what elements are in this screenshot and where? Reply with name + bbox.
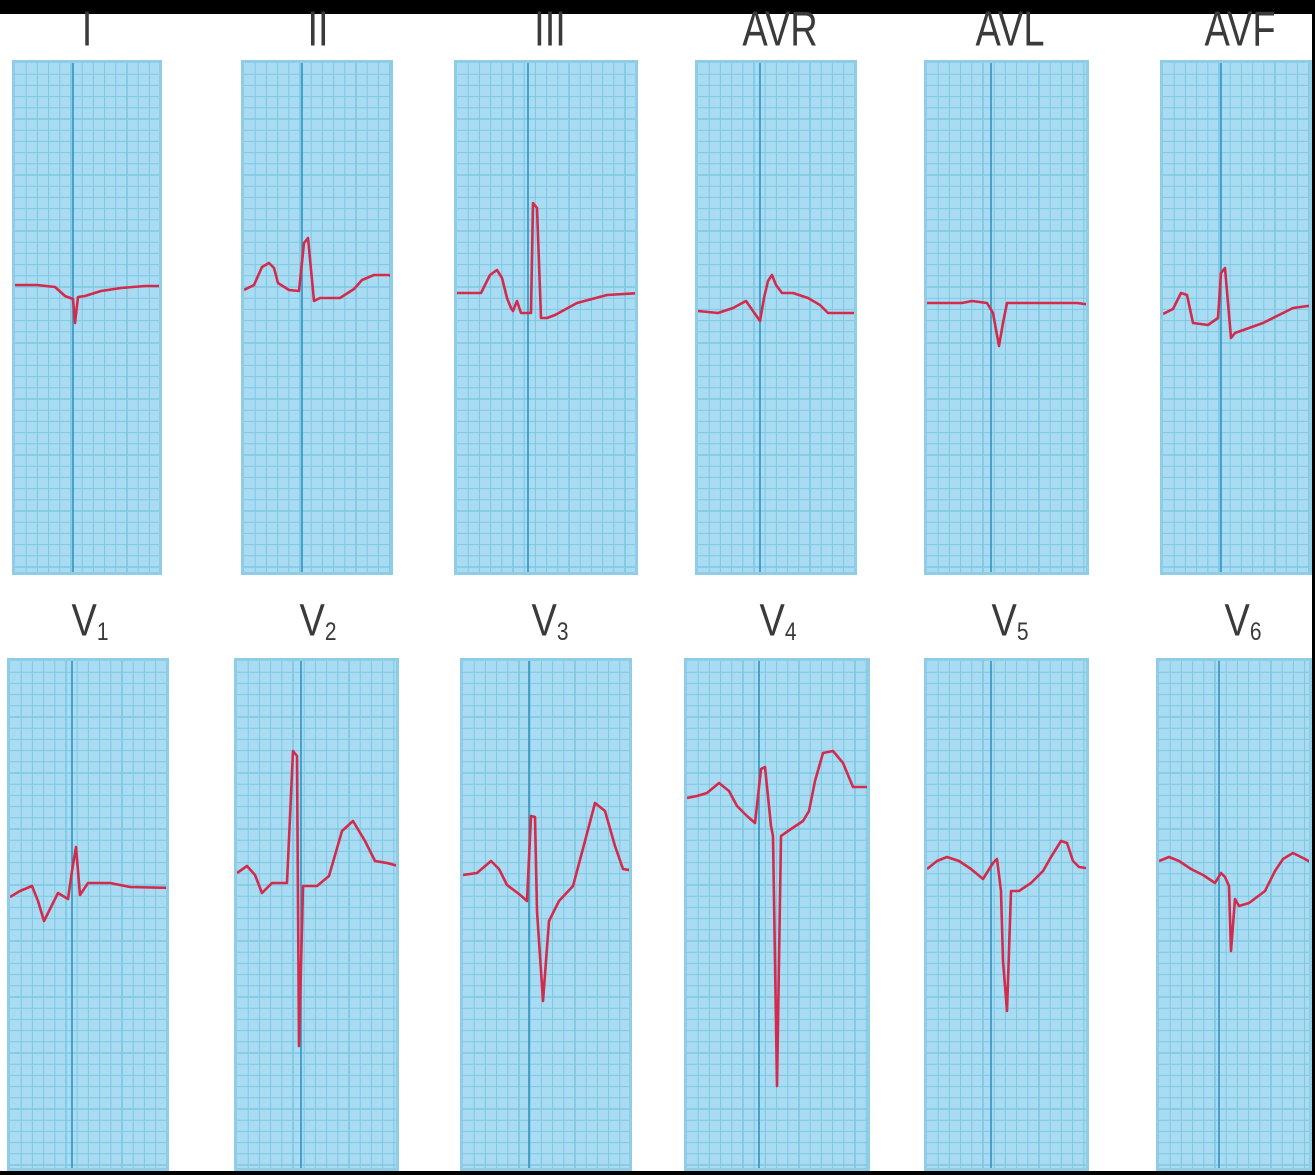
- ecg-grid-and-trace: [687, 661, 867, 1168]
- ecg-strip-v1: [7, 658, 169, 1171]
- ecg-grid-and-trace: [698, 63, 854, 572]
- ecg-grid-and-trace: [1163, 63, 1309, 572]
- ecg-trace: [687, 749, 867, 1088]
- top-border: [0, 0, 1315, 14]
- ecg-strip-avl: [924, 60, 1089, 575]
- lead-label-v4: V4: [759, 595, 797, 647]
- ecg-strip-v3: [460, 658, 632, 1171]
- ecg-strip-v5: [924, 658, 1089, 1171]
- ecg-trace: [15, 283, 159, 325]
- ecg-trace: [457, 201, 635, 320]
- right-border: [1312, 0, 1315, 1175]
- ecg-trace: [463, 801, 629, 1003]
- lead-label-avr: AVR: [742, 2, 818, 58]
- ecg-strip-v2: [234, 658, 399, 1171]
- ecg-grid-and-trace: [15, 63, 159, 572]
- ecg-grid-and-trace: [237, 661, 396, 1168]
- ecg-trace: [10, 845, 166, 923]
- ecg-strip-ii: [241, 60, 393, 575]
- lead-label-v5: V5: [991, 595, 1029, 647]
- lead-label-ii: II: [307, 2, 329, 58]
- bottom-border: [0, 1171, 1315, 1175]
- ecg-strip-v4: [684, 658, 870, 1171]
- lead-label-avf: AVF: [1204, 2, 1276, 58]
- lead-label-v1: V1: [71, 595, 109, 647]
- ecg-trace: [237, 749, 396, 1048]
- ecg-trace: [1163, 266, 1309, 340]
- ecg-trace: [927, 299, 1086, 348]
- ecg-strip-v6: [1156, 658, 1312, 1171]
- ecg-strip-avf: [1160, 60, 1312, 575]
- lead-label-v2: V2: [299, 595, 337, 647]
- lead-label-avl: AVL: [975, 2, 1045, 58]
- ecg-grid-and-trace: [463, 661, 629, 1168]
- ecg-strip-i: [12, 60, 162, 575]
- ecg-strip-iii: [454, 60, 638, 575]
- ecg-grid-and-trace: [1159, 661, 1309, 1168]
- ecg-strip-avr: [695, 60, 857, 575]
- ecg-trace: [244, 236, 390, 303]
- lead-label-iii: III: [534, 2, 566, 58]
- ecg-grid-and-trace: [457, 63, 635, 572]
- ecg-grid-and-trace: [244, 63, 390, 572]
- lead-label-v6: V6: [1224, 595, 1262, 647]
- ecg-grid-and-trace: [927, 63, 1086, 572]
- ecg-grid-and-trace: [927, 661, 1086, 1168]
- ecg-trace: [698, 273, 854, 323]
- ecg-trace: [1159, 851, 1309, 953]
- lead-label-v3: V3: [531, 595, 569, 647]
- lead-label-i: I: [81, 2, 93, 58]
- ecg-grid-and-trace: [10, 661, 166, 1168]
- ecg-trace: [927, 839, 1086, 1013]
